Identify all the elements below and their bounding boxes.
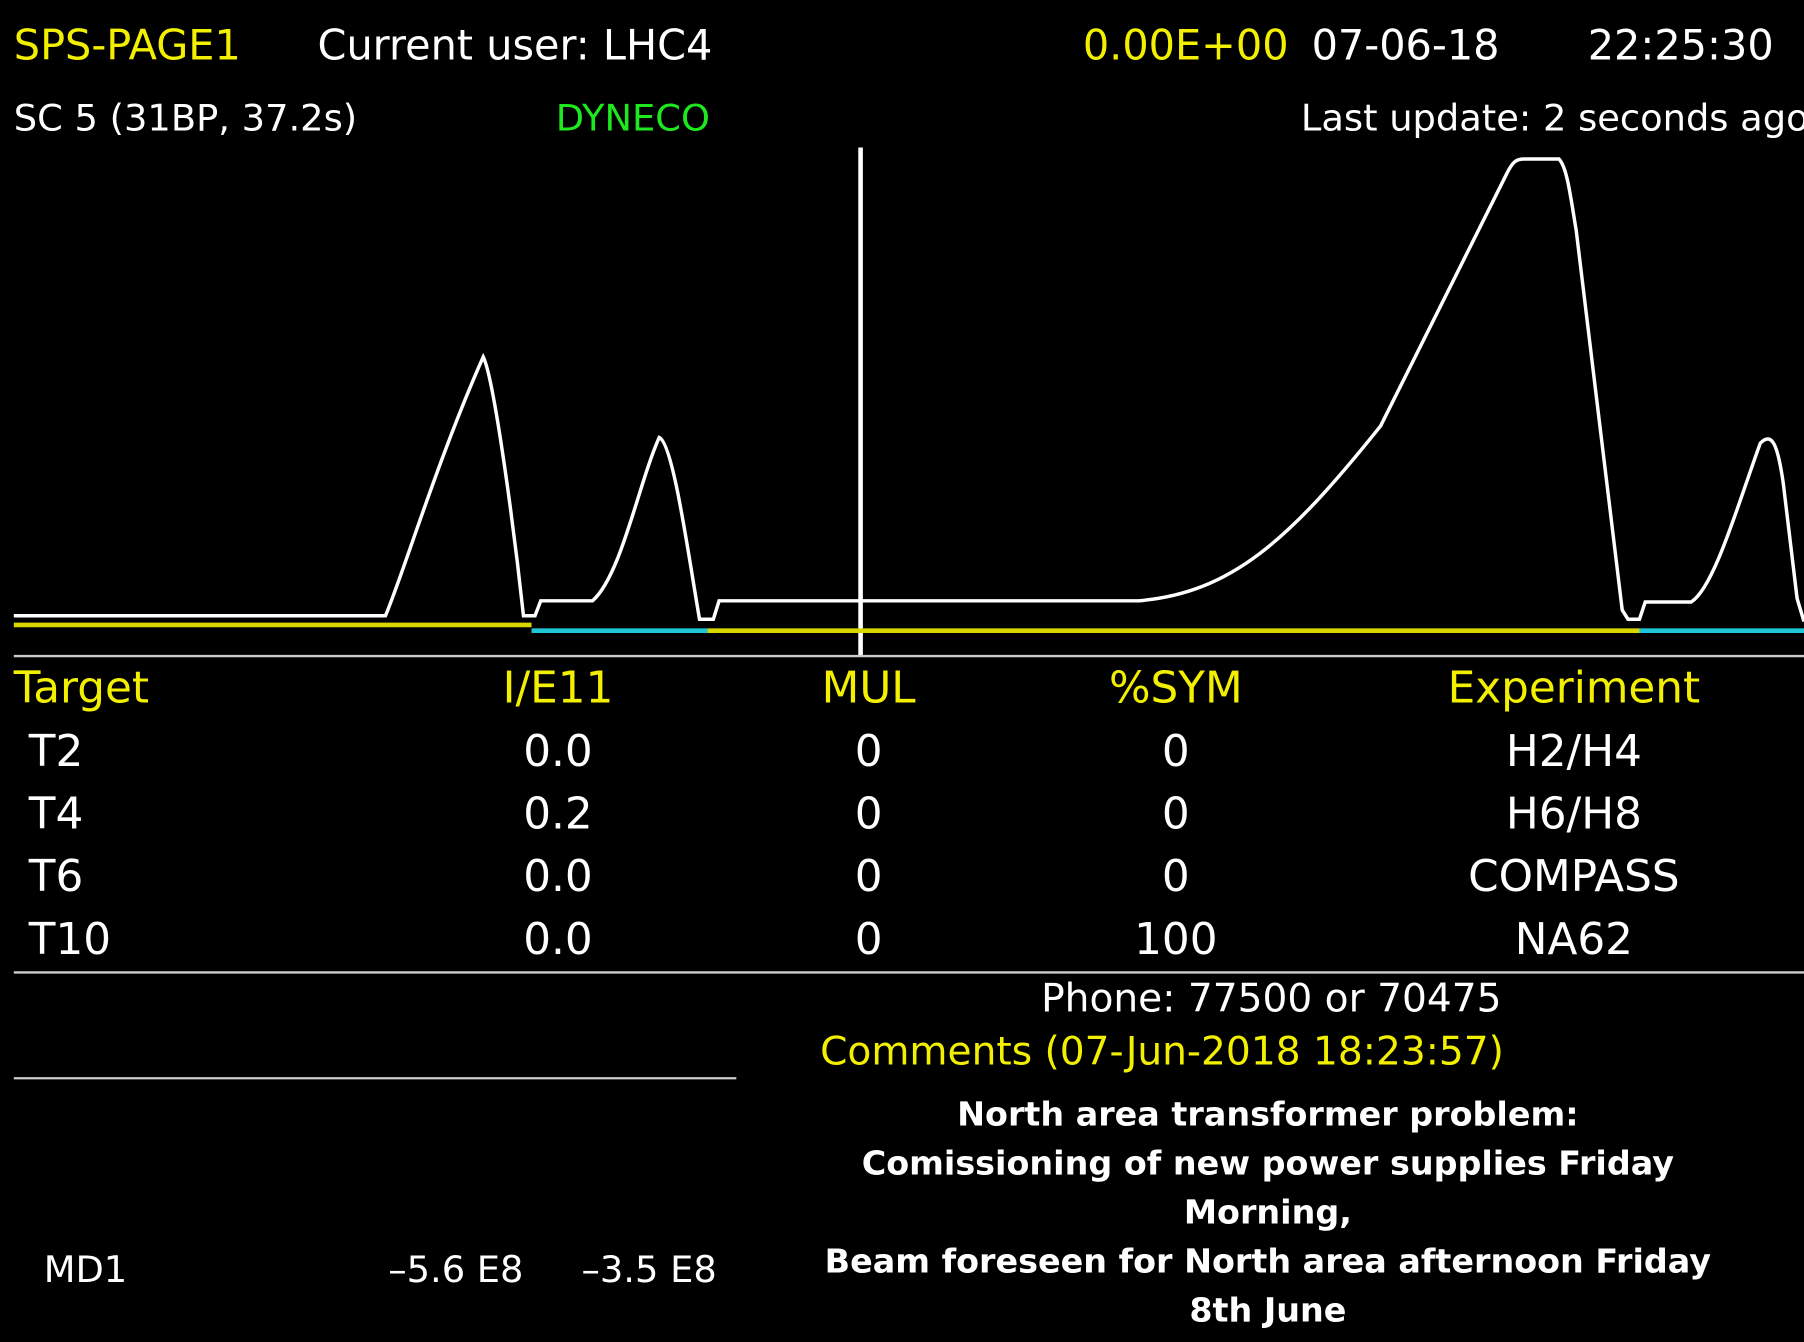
table-cell: 0.2 bbox=[523, 789, 593, 840]
table-cell: 0.0 bbox=[523, 851, 593, 902]
table-cell: 0 bbox=[855, 726, 883, 777]
comment-line: Beam foreseen for North area afternoon F… bbox=[825, 1241, 1712, 1280]
column-header: %SYM bbox=[1109, 663, 1243, 714]
table-cell: 0 bbox=[1162, 726, 1190, 777]
current-user: Current user: LHC4 bbox=[318, 22, 713, 70]
table-cell: H2/H4 bbox=[1506, 726, 1642, 777]
column-header: I/E11 bbox=[503, 663, 614, 714]
phone: Phone: 77500 or 70475 bbox=[1041, 977, 1501, 1022]
table-cell: COMPASS bbox=[1468, 851, 1680, 902]
cycle-waveform bbox=[13, 157, 1804, 623]
md-value: –3.5 E8 bbox=[581, 1248, 716, 1291]
column-header: Target bbox=[13, 663, 149, 714]
table-cell: 0.0 bbox=[523, 726, 593, 777]
mode: DYNECO bbox=[556, 96, 710, 139]
comment-line: 8th June bbox=[1189, 1290, 1346, 1329]
comment-line: Morning, bbox=[1184, 1193, 1352, 1232]
table-cell: NA62 bbox=[1515, 914, 1633, 965]
table-cell: 0 bbox=[1162, 789, 1190, 840]
md-value: –5.6 E8 bbox=[388, 1248, 523, 1291]
md-label: MD1 bbox=[44, 1248, 128, 1291]
time: 22:25:30 bbox=[1588, 22, 1774, 70]
table-cell: 0 bbox=[855, 851, 883, 902]
target-table: Target I/E11 MUL %SYM Experiment T2 0.0 0 0 H2/H4… bbox=[13, 663, 1700, 965]
table-cell: T10 bbox=[28, 914, 111, 965]
column-header: Experiment bbox=[1448, 663, 1701, 714]
comment-line: Comissioning of new power supplies Frida… bbox=[862, 1144, 1674, 1183]
last-update: Last update: 2 seconds ago bbox=[1301, 96, 1804, 139]
table-cell: T2 bbox=[28, 726, 84, 777]
comments: North area transformer problem: Comission… bbox=[825, 1095, 1712, 1330]
table-cell: T4 bbox=[28, 789, 84, 840]
page-title: SPS-PAGE1 bbox=[14, 22, 241, 70]
column-header: MUL bbox=[822, 663, 917, 714]
comments-title: Comments (07-Jun-2018 18:23:57) bbox=[820, 1030, 1504, 1075]
table-cell: 0 bbox=[855, 914, 883, 965]
table-cell: 100 bbox=[1134, 914, 1217, 965]
table-cell: 0 bbox=[855, 789, 883, 840]
table-cell: T6 bbox=[28, 851, 84, 902]
table-cell: H6/H8 bbox=[1506, 789, 1642, 840]
table-cell: 0.0 bbox=[523, 914, 593, 965]
table-cell: 0 bbox=[1162, 851, 1190, 902]
comment-line: North area transformer problem: bbox=[957, 1095, 1578, 1134]
intensity: 0.00E+00 bbox=[1083, 22, 1289, 70]
date: 07-06-18 bbox=[1312, 22, 1500, 70]
cycle: SC 5 (31BP, 37.2s) bbox=[14, 96, 357, 139]
